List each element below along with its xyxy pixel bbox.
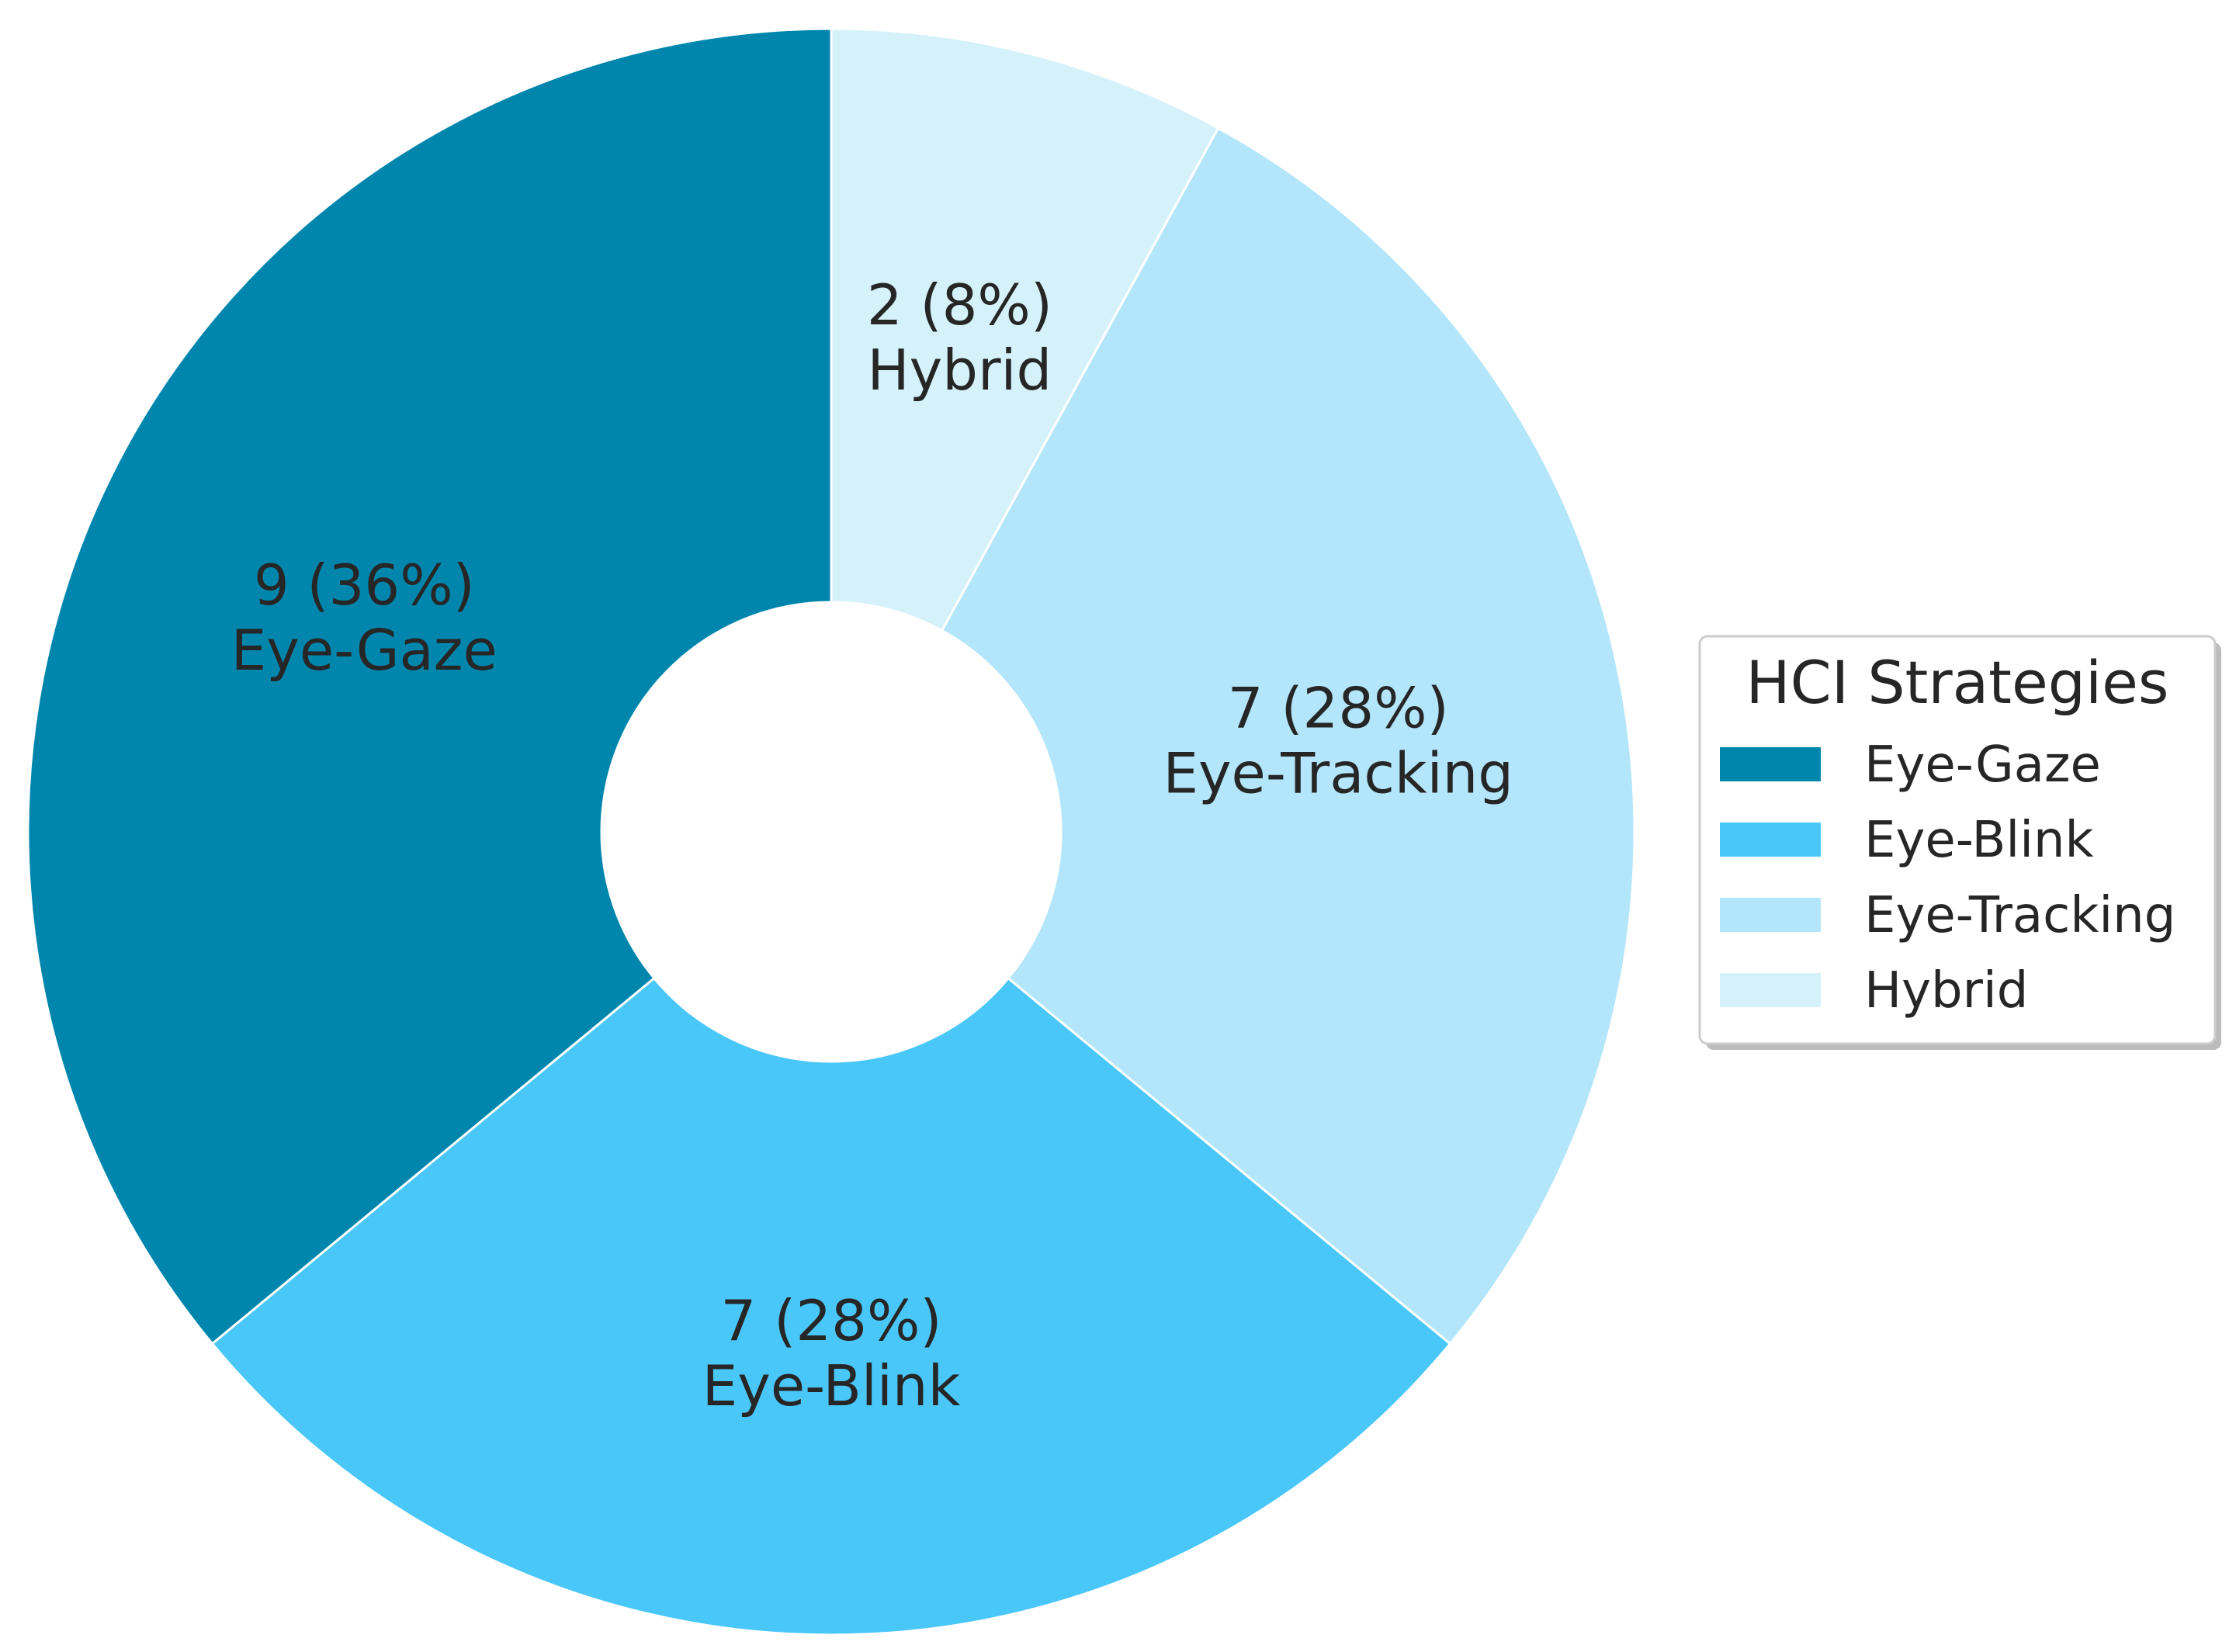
slice-category-label: Eye-Tracking [1163,740,1513,805]
slice-value-label: 7 (28%) [1228,675,1449,740]
legend-swatch-eye-tracking [1720,898,1821,932]
slice-category-label: Hybrid [867,338,1052,403]
slice-eye-blink [210,976,1452,1636]
slice-label-eye-blink: 7 (28%) Eye-Blink [702,1288,961,1418]
slice-value-label: 7 (28%) [721,1288,942,1353]
legend-label-eye-blink: Eye-Blink [1864,812,2094,869]
legend-items: Eye-Gaze Eye-Blink Eye-Tracking Hybrid [1720,736,2175,1020]
slice-hybrid [830,27,1220,632]
legend-label-eye-tracking: Eye-Tracking [1864,887,2175,944]
legend-title: HCI Strategies [1746,648,2169,717]
slice-category-label: Eye-Blink [702,1353,961,1418]
slice-label-hybrid: 2 (8%) Hybrid [867,272,1052,403]
slice-eye-tracking [940,126,1636,1345]
slice-category-label: Eye-Gaze [231,618,497,683]
legend-box [1698,635,2217,1045]
slice-value-label: 9 (36%) [254,552,475,618]
donut-slices [26,27,1636,1636]
legend-label-hybrid: Hybrid [1864,962,2028,1020]
slice-eye-gaze [26,27,833,1345]
slice-label-eye-gaze: 9 (36%) Eye-Gaze [231,552,497,683]
slice-value-label: 2 (8%) [867,272,1052,338]
legend-swatch-eye-gaze [1720,747,1821,781]
slice-label-eye-tracking: 7 (28%) Eye-Tracking [1163,675,1513,805]
legend-swatch-hybrid [1720,973,1821,1007]
legend-label-eye-gaze: Eye-Gaze [1864,736,2101,794]
legend-swatch-eye-blink [1720,823,1821,857]
legend: HCI Strategies Eye-Gaze Eye-Blink Eye-Trac… [1698,635,2221,1050]
